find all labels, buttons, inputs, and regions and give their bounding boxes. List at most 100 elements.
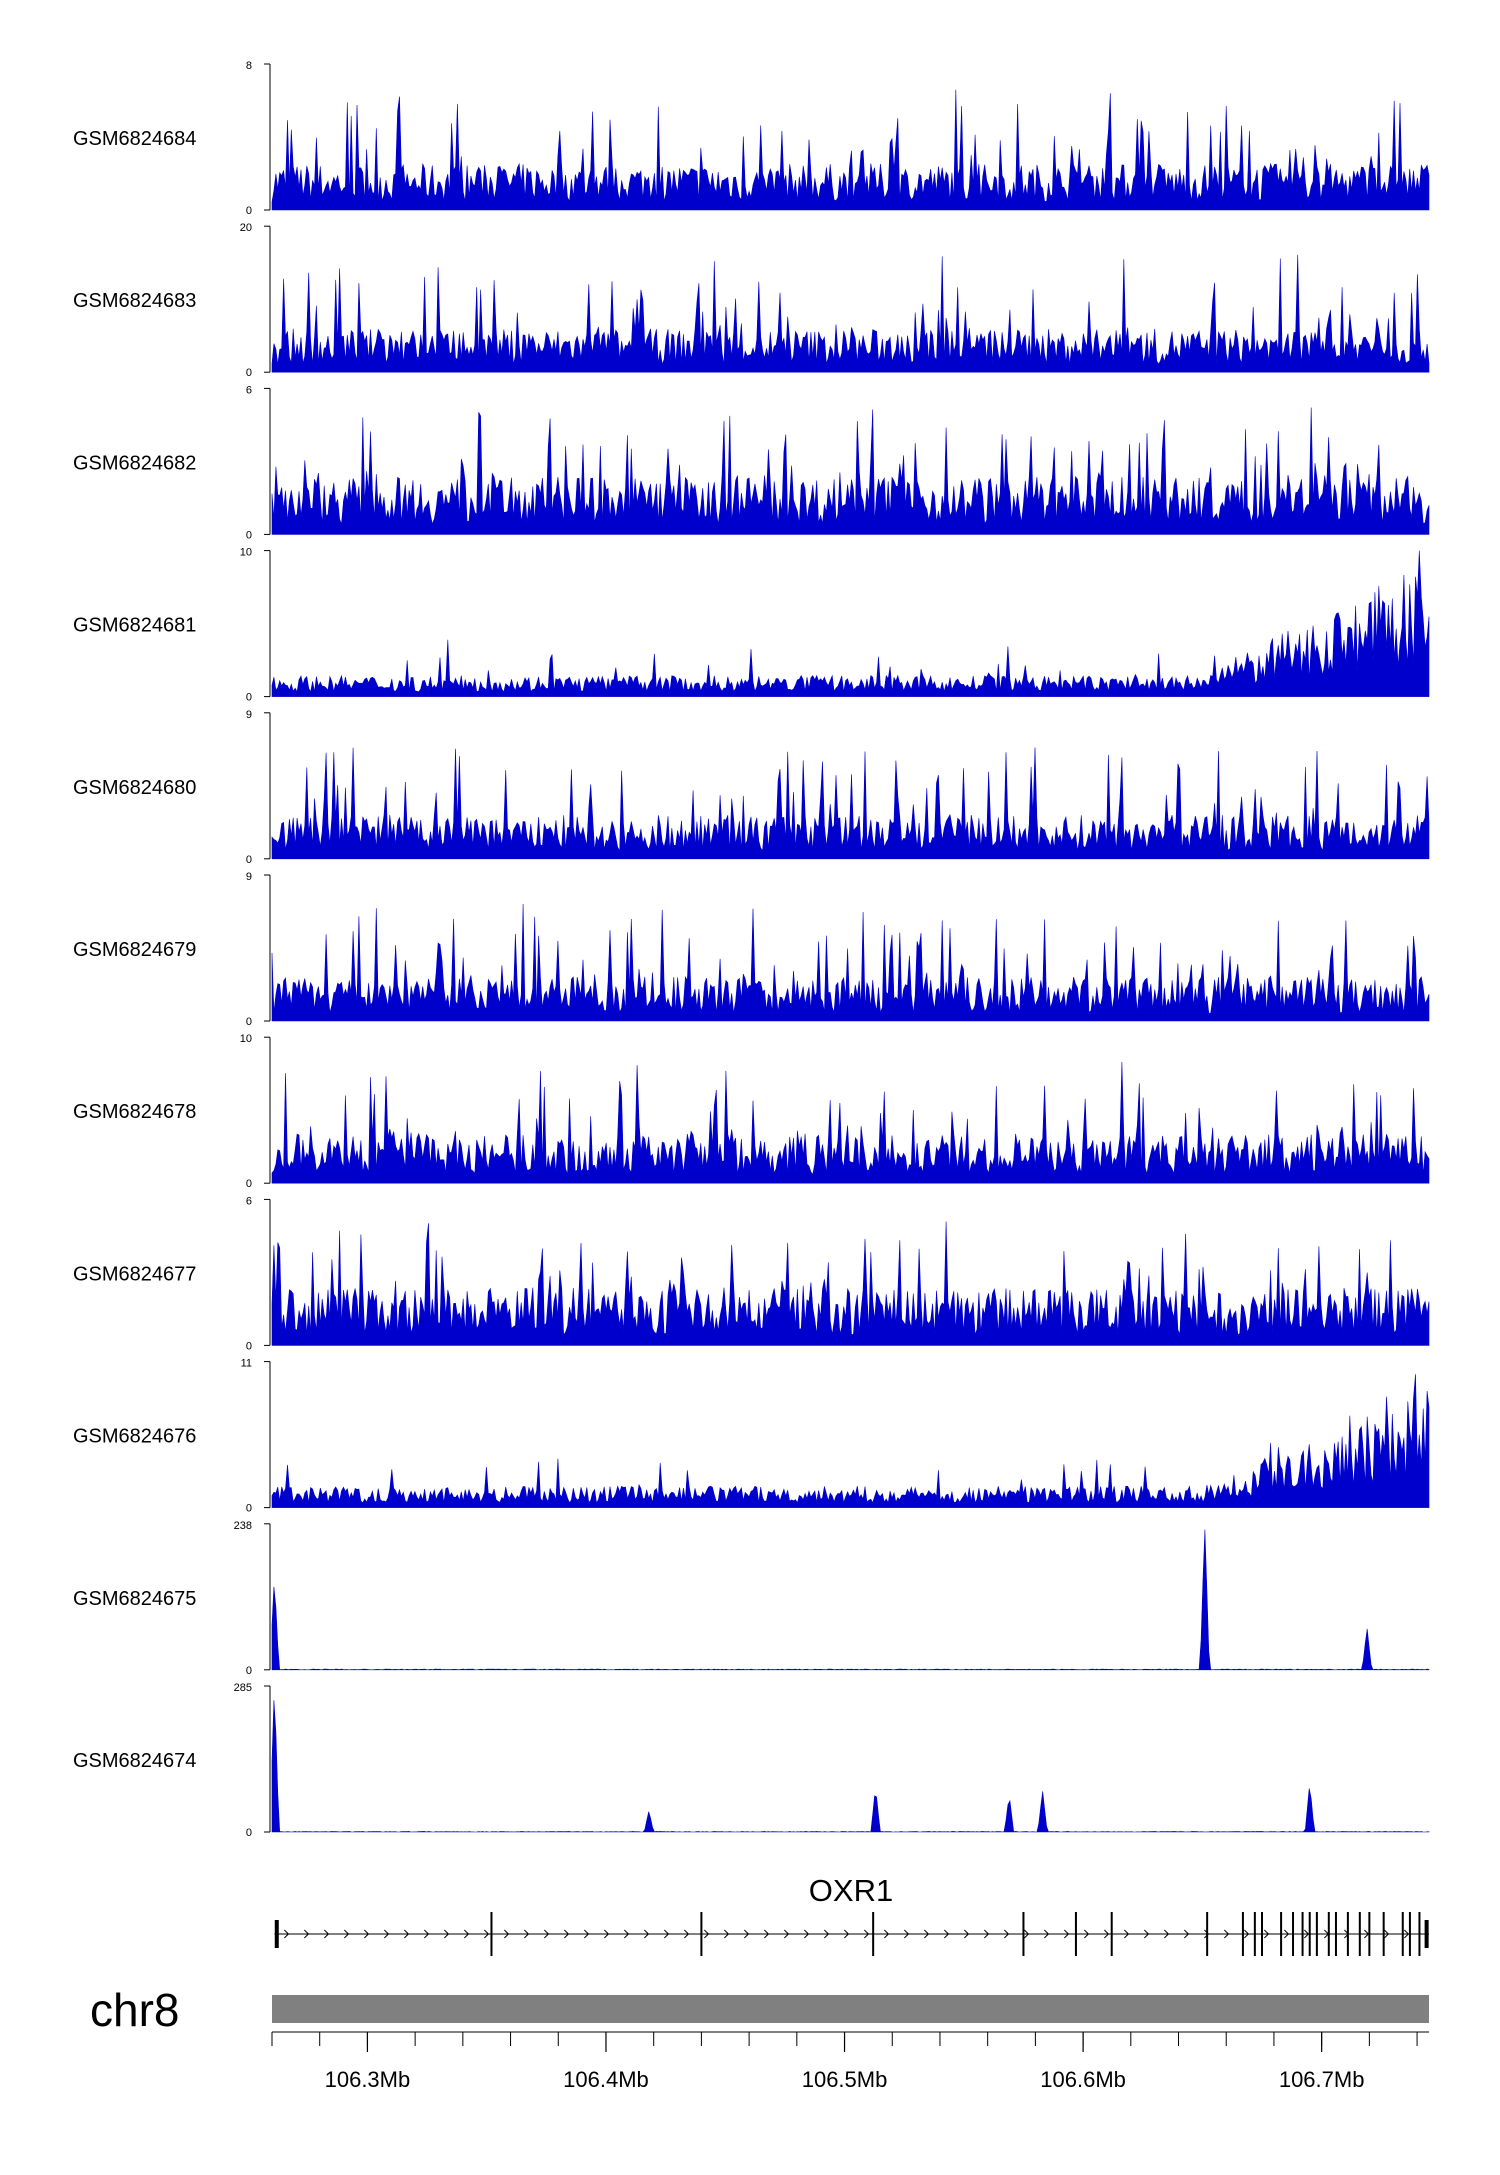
gene-strand-arrow: [284, 1929, 290, 1939]
gene-exon: [1022, 1912, 1025, 1956]
gene-exon: [1368, 1912, 1371, 1956]
gene-strand-arrow: [1044, 1929, 1050, 1939]
gene-strand-arrow: [1204, 1929, 1210, 1939]
gene-strand-arrow: [864, 1929, 870, 1939]
gene-exon: [700, 1912, 703, 1956]
gene-strand-arrow: [764, 1929, 770, 1939]
track-y-min-label: 0: [246, 1665, 252, 1677]
track-GSM6824680: GSM6824680 9 0: [73, 709, 1430, 866]
track-y-max-label: 6: [246, 1195, 252, 1207]
track-label: GSM6824684: [73, 128, 196, 150]
track-y-max-label: 9: [246, 871, 252, 883]
gene-strand-arrow: [1024, 1929, 1030, 1939]
track-y-min-label: 0: [246, 854, 252, 866]
gene-exon: [1401, 1912, 1404, 1956]
track-coverage-area: [271, 903, 1430, 1022]
axis-tick-label: 106.6Mb: [1040, 2067, 1126, 2092]
chromosome-ideogram: chr8: [90, 1984, 1429, 2036]
track-coverage-area: [271, 1700, 1430, 1833]
track-label: GSM6824675: [73, 1588, 196, 1610]
gene-strand-arrow: [1264, 1929, 1270, 1939]
track-GSM6824676: GSM6824676 11 0: [73, 1358, 1430, 1515]
gene-exon: [1206, 1912, 1209, 1956]
gene-strand-arrow: [1124, 1929, 1130, 1939]
track-coverage-area: [271, 1529, 1430, 1671]
track-y-min-label: 0: [246, 1503, 252, 1515]
track-y-min-label: 0: [246, 205, 252, 217]
gene-strand-arrow: [444, 1929, 450, 1939]
track-label: GSM6824679: [73, 939, 196, 961]
gene-exon: [1358, 1912, 1361, 1956]
axis-tick-label: 106.3Mb: [325, 2067, 411, 2092]
track-y-max-label: 9: [246, 709, 252, 721]
gene-exon: [490, 1912, 493, 1956]
gene-strand-arrow: [964, 1929, 970, 1939]
gene-exon: [1292, 1912, 1295, 1956]
track-y-min-label: 0: [246, 1178, 252, 1190]
track-label: GSM6824680: [73, 777, 196, 799]
gene-strand-arrow: [1244, 1929, 1250, 1939]
gene-strand-arrow: [1004, 1929, 1010, 1939]
gene-strand-arrow: [524, 1929, 530, 1939]
gene-strand-arrow: [804, 1929, 810, 1939]
gene-exon: [1408, 1912, 1411, 1956]
gene-model: [274, 1912, 1429, 1956]
gene-strand-arrow: [924, 1929, 930, 1939]
gene-strand-arrow: [384, 1929, 390, 1939]
track-label: GSM6824682: [73, 452, 196, 474]
track-y-min-label: 0: [246, 1827, 252, 1839]
track-coverage-area: [271, 407, 1430, 535]
gene-track: OXR1: [274, 1873, 1429, 1956]
gene-exon: [1308, 1912, 1311, 1956]
gene-strand-arrow: [884, 1929, 890, 1939]
gene-strand-arrow: [1184, 1929, 1190, 1939]
track-label: GSM6824683: [73, 290, 196, 312]
gene-strand-arrow: [424, 1929, 430, 1939]
gene-strand-arrow: [344, 1929, 350, 1939]
gene-strand-arrow: [1064, 1929, 1070, 1939]
gene-strand-arrow: [1104, 1929, 1110, 1939]
gene-strand-arrow: [504, 1929, 510, 1939]
track-y-max-label: 238: [234, 1520, 252, 1532]
gene-strand-arrow: [1144, 1929, 1150, 1939]
chromosome-label: chr8: [90, 1984, 179, 2036]
gene-strand-arrow: [624, 1929, 630, 1939]
gene-strand-arrow: [1224, 1929, 1230, 1939]
gene-strand-arrow: [364, 1929, 370, 1939]
genomic-axis: 106.3Mb 106.4Mb 106.5Mb 106.6Mb 106.7Mb: [271, 2031, 1429, 2092]
axis-tick-label: 106.7Mb: [1279, 2067, 1365, 2092]
gene-strand-arrow: [844, 1929, 850, 1939]
track-label: GSM6824677: [73, 1263, 196, 1285]
track-coverage-area: [271, 747, 1430, 860]
gene-exon: [1110, 1912, 1113, 1956]
gene-strand-arrow: [1404, 1929, 1410, 1939]
track-GSM6824675: GSM6824675 238 0: [73, 1520, 1430, 1677]
track-y-max-label: 11: [241, 1358, 252, 1370]
gene-strand-arrow: [664, 1929, 670, 1939]
chromosome-band: [272, 1995, 1429, 2023]
gene-exon: [1074, 1912, 1077, 1956]
gene-strand-arrow: [324, 1929, 330, 1939]
track-GSM6824679: GSM6824679 9 0: [73, 871, 1430, 1028]
track-label: GSM6824676: [73, 1426, 196, 1448]
gene-strand-arrow: [784, 1929, 790, 1939]
track-GSM6824677: GSM6824677 6 0: [73, 1195, 1430, 1352]
gene-strand-arrow: [1284, 1929, 1290, 1939]
track-coverage-area: [271, 1221, 1430, 1346]
gene-exon: [1382, 1912, 1385, 1956]
gene-exon: [872, 1912, 875, 1956]
gene-strand-arrow: [464, 1929, 470, 1939]
gene-exon: [274, 1920, 279, 1948]
gene-strand-arrow: [1384, 1929, 1390, 1939]
gene-exon: [1253, 1912, 1256, 1956]
gene-strand-arrow: [644, 1929, 650, 1939]
track-label: GSM6824681: [73, 615, 196, 637]
gene-exon: [1334, 1912, 1337, 1956]
track-GSM6824678: GSM6824678 10 0: [73, 1033, 1430, 1190]
track-y-max-label: 10: [240, 1033, 252, 1045]
gene-exon: [1280, 1912, 1283, 1956]
gene-exon: [1315, 1912, 1318, 1956]
gene-exon: [1424, 1920, 1429, 1948]
